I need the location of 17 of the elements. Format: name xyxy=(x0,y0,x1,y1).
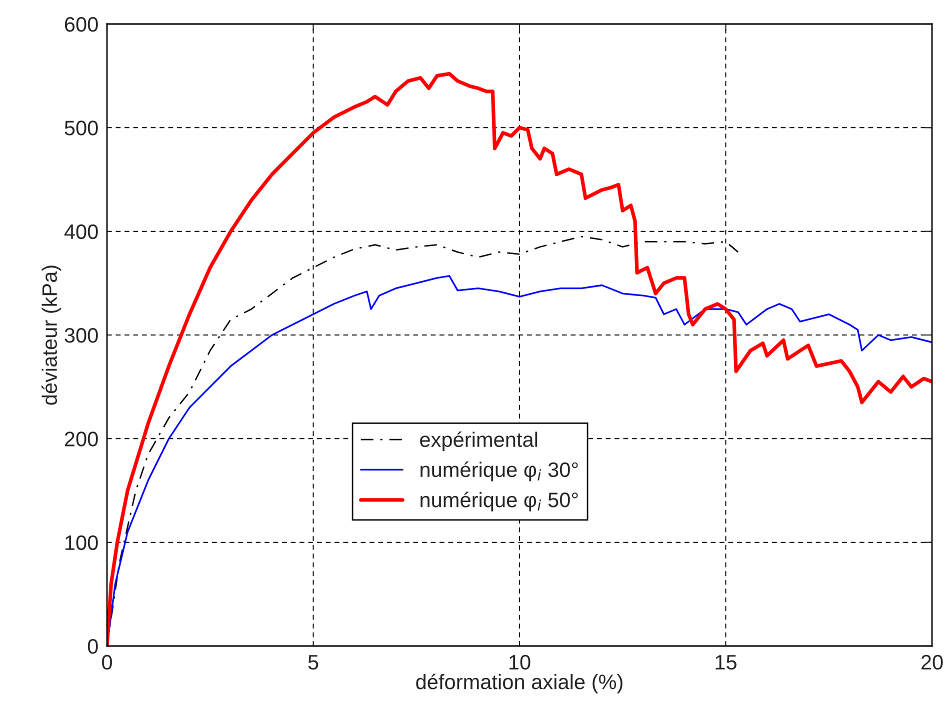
x-axis-title: déformation axiale (%) xyxy=(416,674,622,694)
x-tick-label: 5 xyxy=(308,655,318,670)
legend-label: expérimental xyxy=(420,431,538,452)
x-tick-label: 15 xyxy=(716,655,736,670)
y-tick-label: 400 xyxy=(64,224,98,240)
legend-label: numérique φ$_{i}$ 30° xyxy=(420,462,578,482)
y-tick-label: 100 xyxy=(66,535,98,550)
x-tick-label: 0 xyxy=(102,654,112,670)
y-tick-label: 0 xyxy=(88,639,98,654)
y-tick-label: 300 xyxy=(64,328,98,343)
x-tick-label: 20 xyxy=(921,654,943,670)
y-tick-label: 600 xyxy=(64,17,98,32)
y-tick-label: 200 xyxy=(64,432,98,446)
y-axis-title: déviateur (kPa) xyxy=(41,266,62,405)
legend-label: numérique φ$_{i}$ 50° xyxy=(420,492,578,512)
x-tick-label: 10 xyxy=(510,654,530,670)
y-tick-label: 500 xyxy=(64,120,98,136)
